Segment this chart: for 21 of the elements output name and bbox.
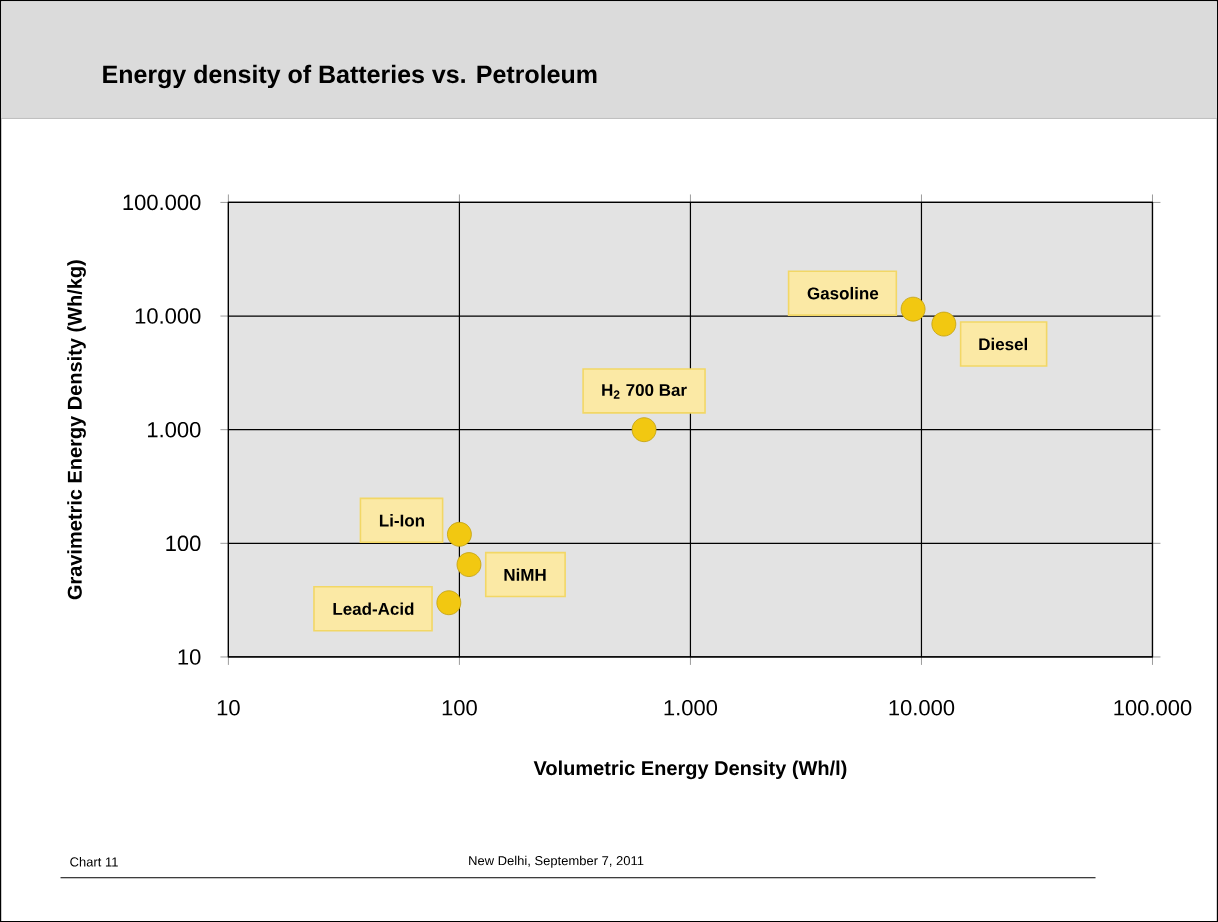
annotation: Li-Ion	[379, 513, 424, 527]
annotation: Gasoline	[807, 286, 879, 300]
x-tick-label: 100	[442, 699, 477, 716]
annotation: H$_{2}$ 700 Bar	[602, 383, 687, 399]
chart-title: Energy density of Batteries vs. Petroleum	[103, 64, 597, 89]
text: New Delhi, September 7, 2011	[469, 855, 644, 868]
x-tick-label: 1.000	[664, 699, 718, 716]
x-tick-label: 10.000	[889, 699, 955, 716]
annotation: Lead-Acid	[333, 602, 414, 615]
y-tick-label: 100.000	[123, 194, 201, 211]
x-tick-label: 10	[217, 699, 240, 716]
annotation: Diesel	[979, 337, 1028, 351]
caption: Chart 11	[70, 856, 118, 867]
x-axis-title: Volumetric Energy Density (Wh/l)	[533, 760, 847, 780]
y-tick-label: 100	[166, 535, 201, 551]
x-tick-label: 100.000	[1114, 699, 1192, 716]
y-axis-title: Gravimetric Energy Density (Wh/kg)	[67, 260, 86, 600]
annotation: NiMH	[504, 568, 546, 581]
y-tick-label: 1.000	[148, 421, 201, 438]
y-tick-label: 10	[178, 649, 201, 665]
y-tick-label: 10.000	[135, 308, 201, 324]
